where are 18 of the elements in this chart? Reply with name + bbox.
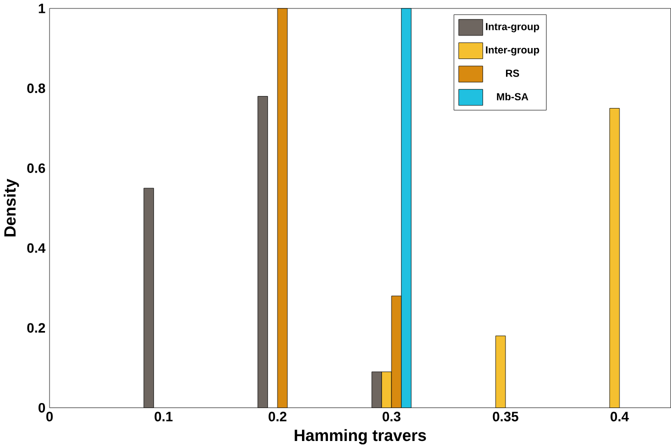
x-tick-label: 0.4: [610, 412, 629, 422]
y-axis-title: Density: [4, 178, 19, 236]
y-tick-label: 0.4: [27, 243, 46, 253]
y-tick-label: 0.2: [27, 323, 46, 333]
y-tick-label: 1: [38, 4, 46, 14]
y-tick-label: 0.8: [27, 83, 46, 94]
y-tick-label: 0: [38, 402, 45, 412]
x-tick-label: 0.2: [268, 412, 286, 422]
legend-label: Mb-SA: [496, 92, 528, 100]
x-tick-label: 0.1: [154, 412, 173, 422]
x-axis-title: Hamming travers: [294, 429, 426, 444]
x-tick-label: 0: [46, 412, 53, 422]
legend-label: Inter-group: [486, 46, 540, 56]
x-tick-label: 0.35: [492, 412, 518, 422]
legend-label: RS: [506, 70, 520, 77]
y-tick-label: 0.6: [27, 163, 46, 173]
x-tick-label: 0.3: [382, 412, 400, 422]
legend-label: Intra-group: [486, 23, 540, 32]
